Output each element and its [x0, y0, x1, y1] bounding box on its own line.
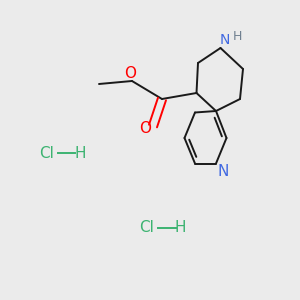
- Text: Cl: Cl: [140, 220, 154, 236]
- Text: Cl: Cl: [39, 146, 54, 160]
- Text: O: O: [124, 66, 136, 81]
- Text: H: H: [175, 220, 186, 236]
- Text: O: O: [140, 121, 152, 136]
- Text: H: H: [232, 30, 242, 43]
- Text: N: N: [218, 164, 229, 178]
- Text: N: N: [220, 34, 230, 47]
- Text: H: H: [74, 146, 86, 160]
